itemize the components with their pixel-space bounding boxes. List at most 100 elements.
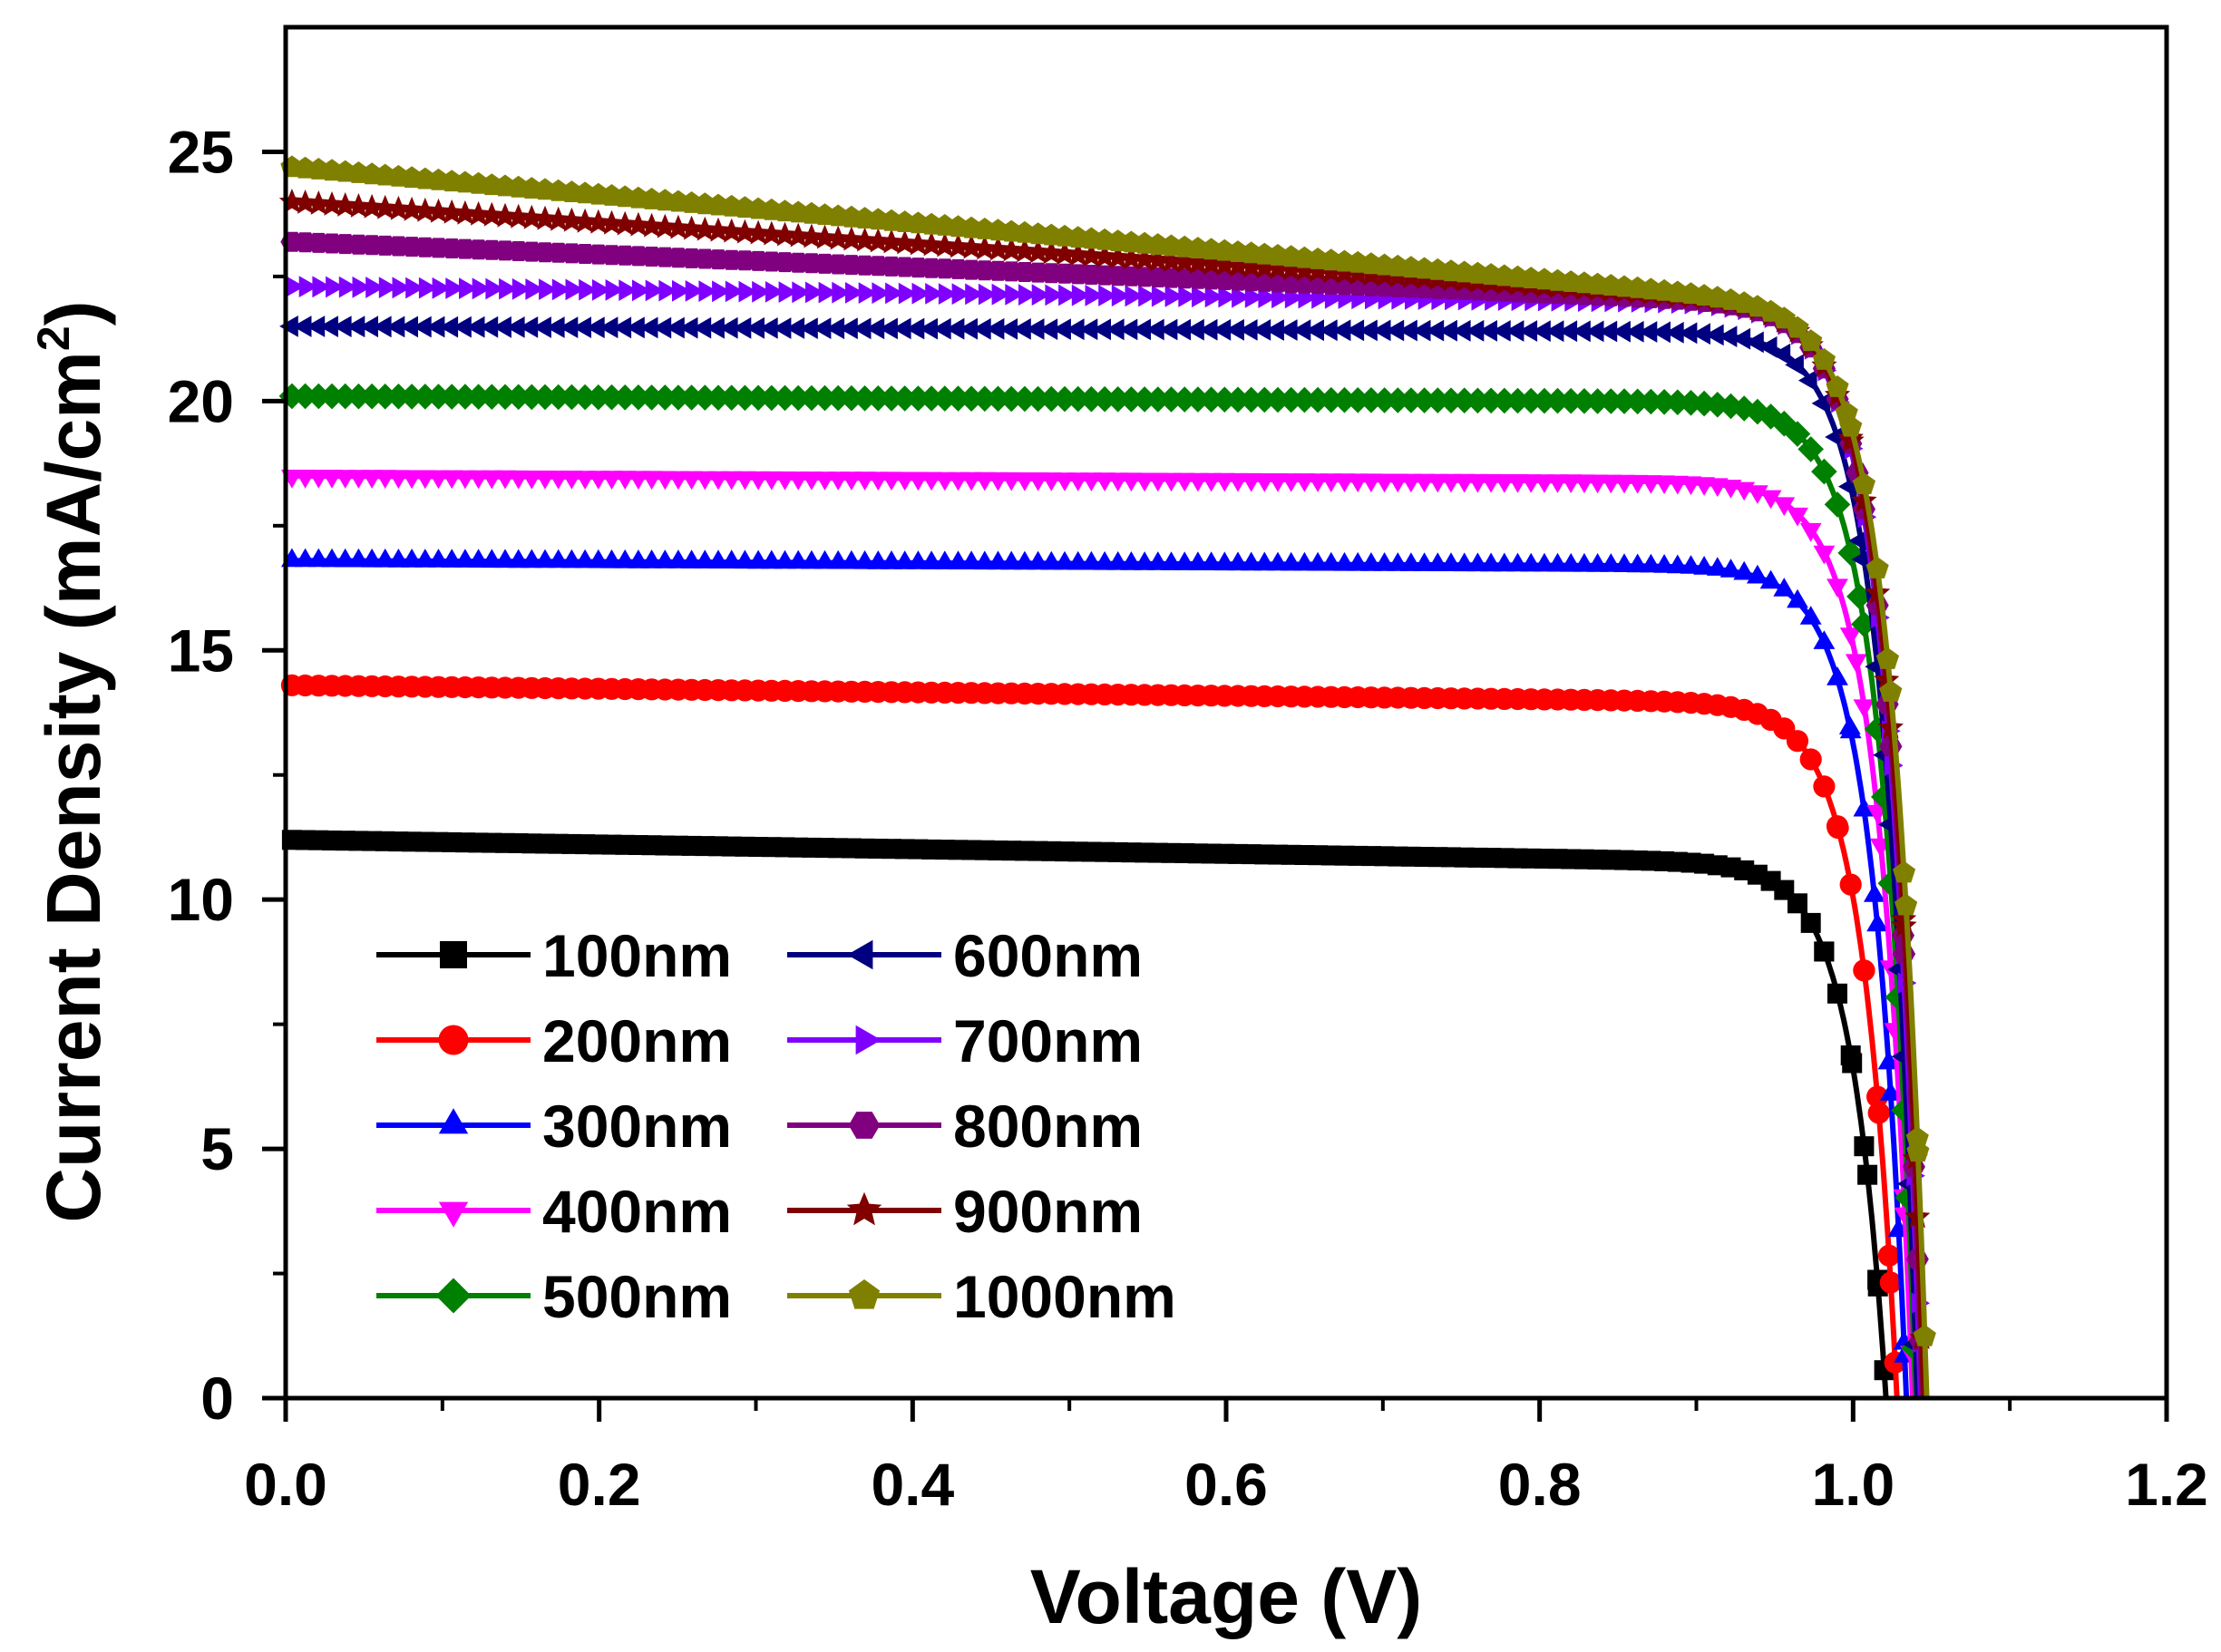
data-point [1305, 319, 1324, 342]
data-point [1624, 320, 1644, 343]
data-point [1651, 321, 1671, 344]
data-point [878, 228, 905, 254]
data-point [1813, 630, 1836, 649]
data-point [439, 199, 465, 224]
data-point [752, 280, 771, 303]
data-point [825, 225, 852, 250]
series-1000nm [280, 155, 1936, 1399]
data-point [1491, 387, 1518, 414]
data-point [1052, 318, 1071, 340]
data-point [1611, 388, 1638, 414]
data-point [824, 384, 852, 412]
data-point [359, 316, 378, 338]
data-point [1038, 318, 1058, 340]
data-point [1906, 1140, 1930, 1162]
legend-entry-1000nm: 1000nm [787, 1263, 1176, 1330]
data-point [378, 277, 398, 298]
data-point [872, 282, 891, 305]
data-point [1131, 386, 1158, 413]
data-point [891, 317, 911, 340]
data-point [1678, 322, 1698, 345]
data-point [1719, 559, 1742, 578]
data-point [951, 283, 971, 306]
data-point [638, 212, 665, 238]
data-point [585, 209, 611, 234]
legend-label: 1000nm [953, 1263, 1176, 1330]
data-point [551, 278, 571, 301]
data-point [385, 195, 412, 220]
data-point [1879, 680, 1903, 702]
data-point [1398, 319, 1417, 342]
data-point [1638, 388, 1664, 415]
data-point [579, 278, 598, 301]
data-point [591, 278, 611, 301]
data-point [425, 316, 445, 338]
data-point [1875, 647, 1899, 669]
data-point [1877, 870, 1904, 897]
x-axis: 0.0 0.2 0.4 0.6 0.8 1.0 1.2 [244, 1398, 2208, 1518]
data-point [332, 316, 352, 337]
data-point [1865, 579, 1891, 605]
data-point [1913, 1324, 1936, 1346]
data-point [1478, 320, 1497, 342]
data-point [1331, 259, 1358, 285]
data-point [1331, 319, 1351, 342]
data-point [1895, 893, 1918, 916]
data-point [465, 316, 485, 338]
data-point [772, 221, 798, 247]
data-point [785, 317, 805, 339]
data-point [585, 384, 612, 411]
data-point [1747, 485, 1768, 504]
data-point [919, 317, 938, 340]
data-point [586, 316, 605, 339]
data-point [1178, 286, 1197, 307]
data-point [971, 235, 998, 260]
data-point [1846, 583, 1873, 610]
data-point [572, 208, 599, 233]
data-point [818, 281, 838, 304]
data-point [619, 279, 638, 301]
data-point [1038, 239, 1065, 265]
data-point [1814, 941, 1835, 962]
data-point [326, 276, 345, 298]
data-point [985, 236, 1011, 261]
data-point [745, 316, 765, 339]
data-point [599, 316, 619, 339]
data-point [1318, 258, 1344, 284]
legend-marker [435, 1278, 472, 1314]
data-point [1745, 331, 1764, 354]
data-point [1853, 699, 1875, 719]
x-tick-label: 1.2 [2125, 1451, 2208, 1518]
data-point [612, 316, 632, 339]
data-point [919, 231, 945, 257]
data-point [385, 384, 412, 410]
data-point [718, 218, 745, 243]
data-point [1118, 386, 1145, 413]
data-point [1558, 320, 1578, 343]
data-point [1204, 286, 1224, 308]
data-point [678, 215, 705, 240]
data-point [1385, 319, 1405, 342]
legend-marker [438, 1108, 469, 1134]
data-point [1025, 238, 1051, 264]
data-point [1851, 549, 1871, 570]
data-point [385, 316, 405, 338]
data-point [1232, 286, 1251, 308]
legend-marker [855, 1025, 882, 1055]
data-point [1158, 318, 1178, 341]
data-point [845, 282, 864, 304]
data-point [1278, 386, 1304, 413]
data-point [759, 317, 778, 339]
data-point [1877, 1244, 1901, 1267]
data-point [1812, 348, 1836, 370]
data-point [346, 316, 365, 338]
data-point [879, 317, 898, 340]
data-point [638, 316, 658, 339]
data-point [545, 316, 565, 338]
data-point [1304, 386, 1331, 413]
series-400nm [281, 470, 1922, 1399]
data-point [1358, 387, 1385, 413]
data-point [1651, 389, 1678, 415]
data-point [365, 277, 385, 298]
legend: 100nm 200nm 300nm 400nm 500nm 600nm 700nm 800nm… [376, 922, 1176, 1330]
